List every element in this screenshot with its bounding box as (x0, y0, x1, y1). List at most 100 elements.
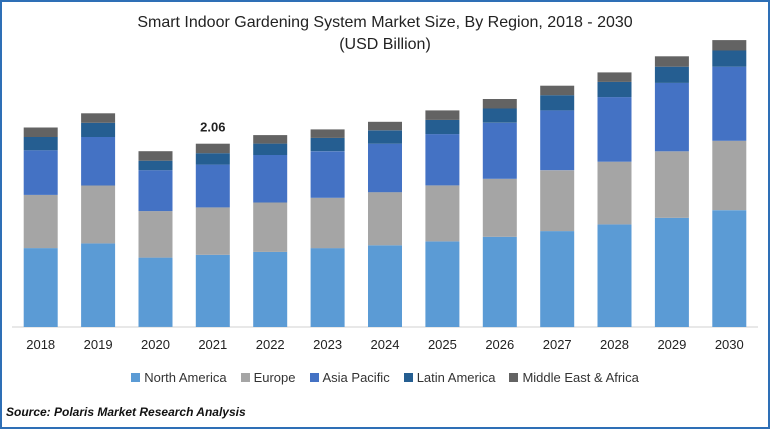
bar-2028-north-america (597, 224, 632, 327)
bar-2019-latin-america (81, 122, 116, 137)
bar-2022-middle-east-africa (253, 135, 288, 144)
bar-2024-middle-east-africa (368, 121, 402, 131)
bar-2026-asia-pacific (482, 122, 517, 179)
legend-item-middle-east-africa: Middle East & Africa (509, 370, 639, 385)
bar-2030-latin-america (712, 50, 747, 67)
bar-2025-middle-east-africa (425, 110, 460, 120)
legend-item-north-america: North America (131, 370, 227, 385)
x-tick-label-2019: 2019 (84, 337, 113, 352)
x-tick-label-2030: 2030 (715, 337, 744, 352)
bar-2021-europe (195, 207, 230, 255)
bar-2022-europe (253, 202, 288, 252)
bar-2019-asia-pacific (81, 137, 116, 186)
bar-2024-europe (368, 192, 402, 246)
legend-swatch (403, 373, 413, 382)
bar-2019-north-america (81, 243, 116, 327)
bar-2021-asia-pacific (195, 164, 230, 208)
x-tick-label-2027: 2027 (543, 337, 572, 352)
bar-2025-asia-pacific (425, 134, 460, 186)
bar-2022-asia-pacific (253, 155, 288, 203)
bar-2026-europe (482, 178, 517, 237)
bar-2025-latin-america (425, 119, 460, 135)
bar-2024-asia-pacific (368, 143, 402, 193)
bar-2026-north-america (482, 236, 517, 328)
bar-2022-north-america (253, 251, 288, 327)
bar-2029-europe (654, 151, 689, 218)
x-tick-label-2022: 2022 (256, 337, 285, 352)
chart-legend: North America Europe Asia Pacific Latin Ame… (0, 370, 770, 385)
bar-2027-north-america (540, 231, 575, 328)
bar-2022-latin-america (253, 143, 288, 155)
bar-2027-latin-america (540, 95, 575, 111)
bar-2023-middle-east-africa (310, 129, 345, 138)
bar-2026-latin-america (482, 108, 517, 123)
bar-2021-middle-east-africa (195, 143, 230, 154)
bar-2030-europe (712, 140, 747, 211)
bar-2023-europe (310, 197, 345, 249)
legend-swatch (240, 373, 250, 382)
legend-label: Middle East & Africa (522, 370, 639, 385)
x-tick-label-2029: 2029 (657, 337, 686, 352)
legend-swatch (131, 373, 141, 382)
bar-2024-north-america (368, 245, 402, 327)
legend-item-asia-pacific: Asia Pacific (309, 370, 390, 385)
bar-2028-europe (597, 161, 632, 225)
bar-2029-middle-east-africa (654, 56, 689, 67)
x-tick-label-2025: 2025 (428, 337, 457, 352)
chart-title: Smart Indoor Gardening System Market Siz… (137, 14, 633, 31)
bar-2021-latin-america (195, 153, 230, 165)
bar-2029-latin-america (654, 66, 689, 83)
x-tick-label-2023: 2023 (313, 337, 342, 352)
bar-2026-middle-east-africa (482, 99, 517, 109)
x-tick-label-2020: 2020 (141, 337, 170, 352)
bar-2020-north-america (138, 257, 173, 327)
bar-2028-latin-america (597, 81, 632, 98)
bar-2030-middle-east-africa (712, 40, 747, 51)
source-note: Source: Polaris Market Research Analysis (6, 405, 246, 419)
bar-2019-europe (81, 185, 116, 244)
bar-2028-middle-east-africa (597, 72, 632, 82)
bar-2020-latin-america (138, 160, 173, 171)
bar-2021-north-america (195, 254, 230, 327)
bar-2018-middle-east-africa (23, 127, 58, 137)
legend-item-europe: Europe (240, 370, 296, 385)
bar-2018-latin-america (23, 137, 58, 151)
legend-label: Latin America (416, 370, 496, 385)
bar-2024-latin-america (368, 130, 402, 144)
bar-2023-latin-america (310, 137, 345, 152)
bar-2020-europe (138, 211, 173, 258)
bar-2030-asia-pacific (712, 66, 747, 141)
bar-2020-asia-pacific (138, 170, 173, 212)
bar-2028-asia-pacific (597, 97, 632, 162)
bar-2027-middle-east-africa (540, 85, 575, 96)
bar-2019-middle-east-africa (81, 113, 116, 123)
legend-label: North America (144, 370, 227, 385)
bar-2020-middle-east-africa (138, 151, 173, 161)
bar-2029-north-america (654, 217, 689, 327)
x-tick-label-2028: 2028 (600, 337, 629, 352)
bar-2023-north-america (310, 248, 345, 327)
chart-title-block: Smart Indoor Gardening System Market Siz… (0, 12, 770, 56)
bar-2018-north-america (23, 248, 58, 327)
x-tick-label-2021: 2021 (198, 337, 227, 352)
bar-2025-europe (425, 185, 460, 242)
bar-2027-asia-pacific (540, 110, 575, 171)
x-tick-label-2024: 2024 (371, 337, 400, 352)
bar-2027-europe (540, 170, 575, 232)
bar-2023-asia-pacific (310, 151, 345, 198)
legend-label: Europe (253, 370, 296, 385)
bar-2030-north-america (712, 210, 747, 327)
data-label-2021: 2.06 (200, 120, 225, 135)
legend-label: Asia Pacific (322, 370, 390, 385)
x-tick-label-2018: 2018 (26, 337, 55, 352)
legend-swatch (309, 373, 319, 382)
bar-2018-asia-pacific (23, 150, 58, 195)
bar-2025-north-america (425, 241, 460, 327)
x-tick-label-2026: 2026 (485, 337, 514, 352)
bar-2018-europe (23, 194, 58, 249)
legend-swatch (509, 373, 519, 382)
bar-2029-asia-pacific (654, 82, 689, 152)
legend-item-latin-america: Latin America (403, 370, 496, 385)
chart-subtitle: (USD Billion) (339, 36, 431, 53)
